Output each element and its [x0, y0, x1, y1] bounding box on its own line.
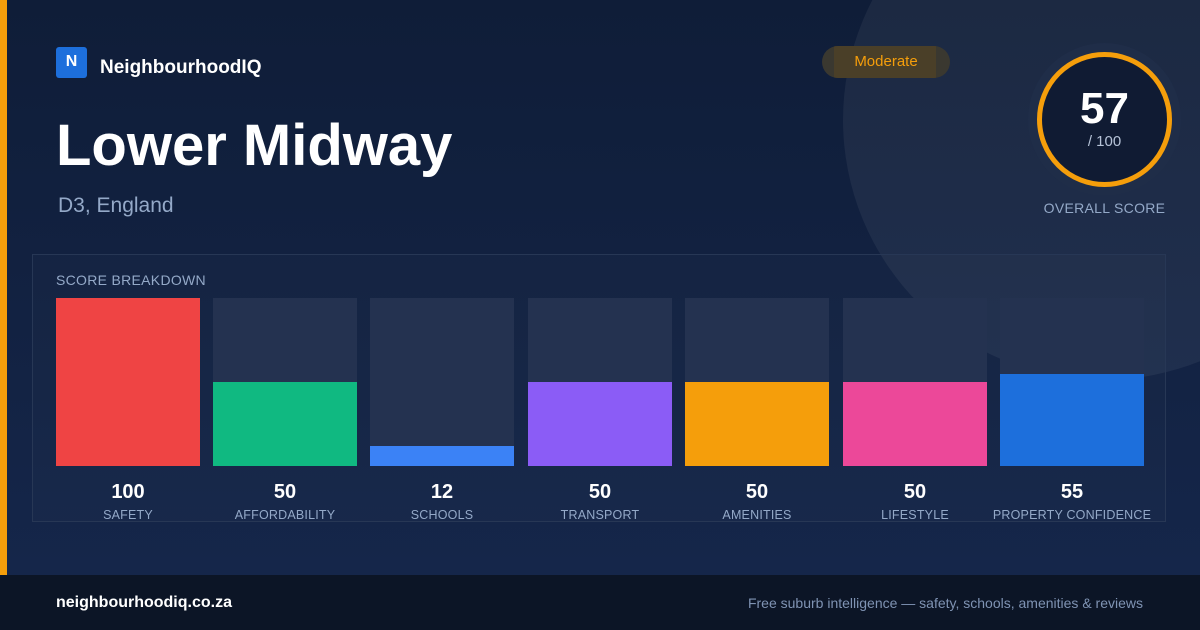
brand-name: NeighbourhoodIQ: [100, 57, 262, 78]
status-badge-inner: [834, 46, 936, 78]
score-bar-label: SAFETY: [103, 508, 153, 522]
brand-logo-icon: N: [56, 46, 87, 78]
score-bar-fill: [1000, 374, 1144, 466]
score-bar-label: TRANSPORT: [560, 508, 640, 522]
score-bar-track: [370, 298, 514, 466]
score-bar-fill: [685, 382, 829, 466]
page-subtitle: D3, England: [58, 194, 174, 217]
score-bar-fill: [370, 446, 514, 466]
score-bar-transport: 50 TRANSPORT: [528, 298, 672, 522]
status-badge-label: Moderate: [854, 53, 918, 70]
score-bar-track: [213, 298, 357, 466]
footer: neighbourhoodiq.co.za Free suburb intell…: [0, 575, 1200, 630]
score-bar-label: AMENITIES: [722, 508, 792, 522]
score-bar-label: AFFORDABILITY: [234, 508, 336, 522]
score-bar-value: 55: [1060, 481, 1084, 503]
score-bar-affordability: 50 AFFORDABILITY: [213, 298, 357, 522]
score-bar-track: [56, 298, 200, 466]
score-bar-value: 50: [903, 481, 927, 503]
score-bar-fill: [56, 298, 200, 466]
score-bar-fill: [213, 382, 357, 466]
overall-score-ring: [1028, 43, 1181, 196]
score-bar-value: 50: [588, 481, 612, 503]
score-ring-arc: [1037, 52, 1172, 187]
accent-bar: [0, 0, 7, 575]
score-bar-label: PROPERTY CONFIDENCE: [992, 508, 1152, 522]
score-bar-schools: 12 SCHOOLS: [370, 298, 514, 522]
score-bar-value: 50: [273, 481, 297, 503]
score-bar-track: [685, 298, 829, 466]
score-bar-track: [843, 298, 987, 466]
score-breakdown-panel: [32, 254, 1166, 522]
score-bar-label: SCHOOLS: [410, 508, 474, 522]
page-title: Lower Midway: [56, 113, 453, 178]
score-bar-track: [528, 298, 672, 466]
overall-score-caption: OVERALL SCORE: [1043, 200, 1166, 216]
score-breakdown-title: SCORE BREAKDOWN: [56, 272, 206, 288]
score-ring-graphic: [1037, 52, 1172, 187]
footer-domain-link[interactable]: neighbourhoodiq.co.za: [56, 594, 232, 611]
overall-score-value: 57: [1080, 84, 1129, 133]
score-bar-amenities: 50 AMENITIES: [685, 298, 829, 522]
score-bar-value: 50: [745, 481, 769, 503]
score-bar-property-confidence: 55 PROPERTY CONFIDENCE: [993, 298, 1151, 522]
brand[interactable]: N NeighbourhoodIQ: [56, 46, 261, 78]
score-bar-label: LIFESTYLE: [881, 508, 949, 522]
score-bar-safety: 100 SAFETY: [56, 298, 200, 522]
overall-score-max: / 100: [1087, 133, 1122, 150]
score-bar-track: [1000, 298, 1144, 466]
footer-tagline: Free suburb intelligence — safety, schoo…: [747, 595, 1143, 611]
score-bar-value: 12: [430, 481, 454, 503]
score-bar-fill: [528, 382, 672, 466]
score-bar-value: 100: [111, 481, 145, 503]
score-bar-lifestyle: 50 LIFESTYLE: [843, 298, 987, 522]
status-badge: Moderate: [822, 46, 950, 78]
score-bar-fill: [843, 382, 987, 466]
